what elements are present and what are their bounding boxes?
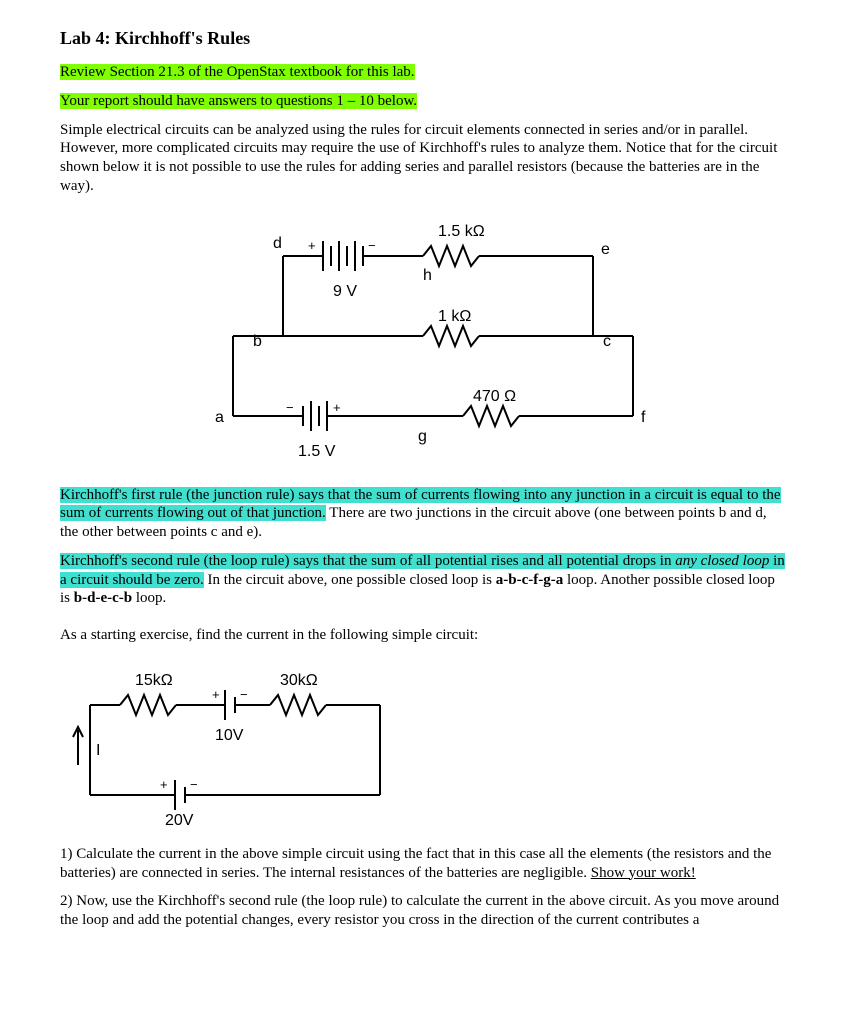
svg-text:+: + [333, 400, 341, 415]
node-c-label: c [603, 333, 611, 350]
c2-r1-label: 15kΩ [135, 672, 173, 689]
c2-v1-label: 10V [215, 727, 244, 744]
circuit-diagram-2: 15kΩ + − 10V 30kΩ + − 20V I [60, 655, 420, 835]
rule2-highlight-word: any closed loop [675, 553, 769, 569]
intro-paragraph: Simple electrical circuits can be analyz… [60, 121, 785, 196]
rule2-loop1: a-b-c-f-g-a [496, 572, 563, 588]
exercise-intro: As a starting exercise, find the current… [60, 626, 785, 645]
v2-label: 1.5 V [298, 443, 336, 460]
v1-label: 9 V [333, 283, 357, 300]
review-line: Review Section 21.3 of the OpenStax text… [60, 63, 785, 82]
q1-show-work: Show your work! [591, 865, 696, 881]
node-b-label: b [253, 333, 262, 350]
svg-text:−: − [240, 687, 248, 702]
node-f-label: f [641, 409, 646, 426]
question-1: 1) Calculate the current in the above si… [60, 845, 785, 883]
question-2: 2) Now, use the Kirchhoff's second rule … [60, 892, 785, 930]
c2-i-label: I [96, 742, 100, 759]
rule2-loop2: b-d-e-c-b [74, 590, 132, 606]
node-g-label: g [418, 428, 427, 445]
svg-text:−: − [190, 777, 198, 792]
svg-text:+: + [212, 687, 220, 702]
svg-text:+: + [160, 777, 168, 792]
node-e-label: e [601, 241, 610, 258]
rule2-paragraph: Kirchhoff's second rule (the loop rule) … [60, 552, 785, 608]
rule2-rest-c: loop. [132, 590, 166, 606]
node-d-label: d [273, 235, 282, 252]
report-line-text: Your report should have answers to quest… [60, 93, 417, 109]
node-h-label: h [423, 267, 432, 284]
svg-text:−: − [368, 238, 376, 253]
rule2-highlight-a: Kirchhoff's second rule (the loop rule) … [60, 553, 675, 569]
rule2-rest-a: In the circuit above, one possible close… [204, 572, 496, 588]
c2-r2-label: 30kΩ [280, 672, 318, 689]
svg-text:−: − [286, 400, 294, 415]
circuit-diagram-1: d + − 9 V h 1.5 kΩ e b 1 kΩ c a − + 1.5 … [173, 206, 673, 476]
r3-label: 470 Ω [473, 388, 516, 405]
node-a-label: a [215, 409, 224, 426]
review-line-text: Review Section 21.3 of the OpenStax text… [60, 64, 415, 80]
r1-label: 1.5 kΩ [438, 223, 485, 240]
c2-v2-label: 20V [165, 812, 194, 829]
report-line: Your report should have answers to quest… [60, 92, 785, 111]
page-title: Lab 4: Kirchhoff's Rules [60, 28, 785, 49]
r2-label: 1 kΩ [438, 308, 471, 325]
svg-text:+: + [308, 238, 316, 253]
rule1-paragraph: Kirchhoff's first rule (the junction rul… [60, 486, 785, 542]
